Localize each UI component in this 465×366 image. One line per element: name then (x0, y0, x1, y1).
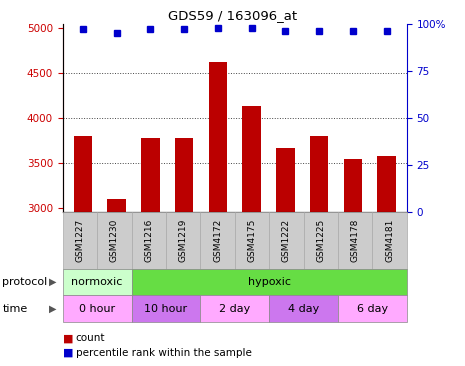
Text: GSM1222: GSM1222 (282, 219, 291, 262)
Text: percentile rank within the sample: percentile rank within the sample (76, 348, 252, 358)
Bar (344, 159, 362, 366)
Text: time: time (2, 303, 27, 314)
Bar (242, 107, 261, 366)
Text: 4 day: 4 day (288, 303, 319, 314)
Text: GDS59 / 163096_at: GDS59 / 163096_at (168, 9, 297, 22)
Text: GSM4175: GSM4175 (247, 219, 257, 262)
Text: protocol: protocol (2, 277, 47, 287)
Text: GSM4178: GSM4178 (351, 219, 360, 262)
Text: ▶: ▶ (49, 303, 56, 314)
Text: 2 day: 2 day (219, 303, 251, 314)
Text: ■: ■ (63, 333, 73, 343)
Bar (74, 136, 92, 366)
Text: ■: ■ (63, 348, 73, 358)
Bar (378, 156, 396, 366)
Text: GSM1227: GSM1227 (75, 219, 85, 262)
Text: GSM1225: GSM1225 (316, 219, 326, 262)
Text: GSM4181: GSM4181 (385, 219, 394, 262)
Text: hypoxic: hypoxic (248, 277, 291, 287)
Text: 0 hour: 0 hour (79, 303, 115, 314)
Text: GSM4172: GSM4172 (213, 219, 222, 262)
Text: count: count (76, 333, 105, 343)
Bar (209, 62, 227, 366)
Text: GSM1216: GSM1216 (144, 219, 153, 262)
Bar (310, 136, 328, 366)
Bar (276, 147, 295, 366)
Text: 6 day: 6 day (357, 303, 388, 314)
Bar (141, 138, 160, 366)
Bar (175, 138, 193, 366)
Text: normoxic: normoxic (72, 277, 123, 287)
Text: ▶: ▶ (49, 277, 56, 287)
Text: 10 hour: 10 hour (145, 303, 187, 314)
Text: GSM1230: GSM1230 (110, 219, 119, 262)
Text: GSM1219: GSM1219 (179, 219, 188, 262)
Bar (107, 199, 126, 366)
